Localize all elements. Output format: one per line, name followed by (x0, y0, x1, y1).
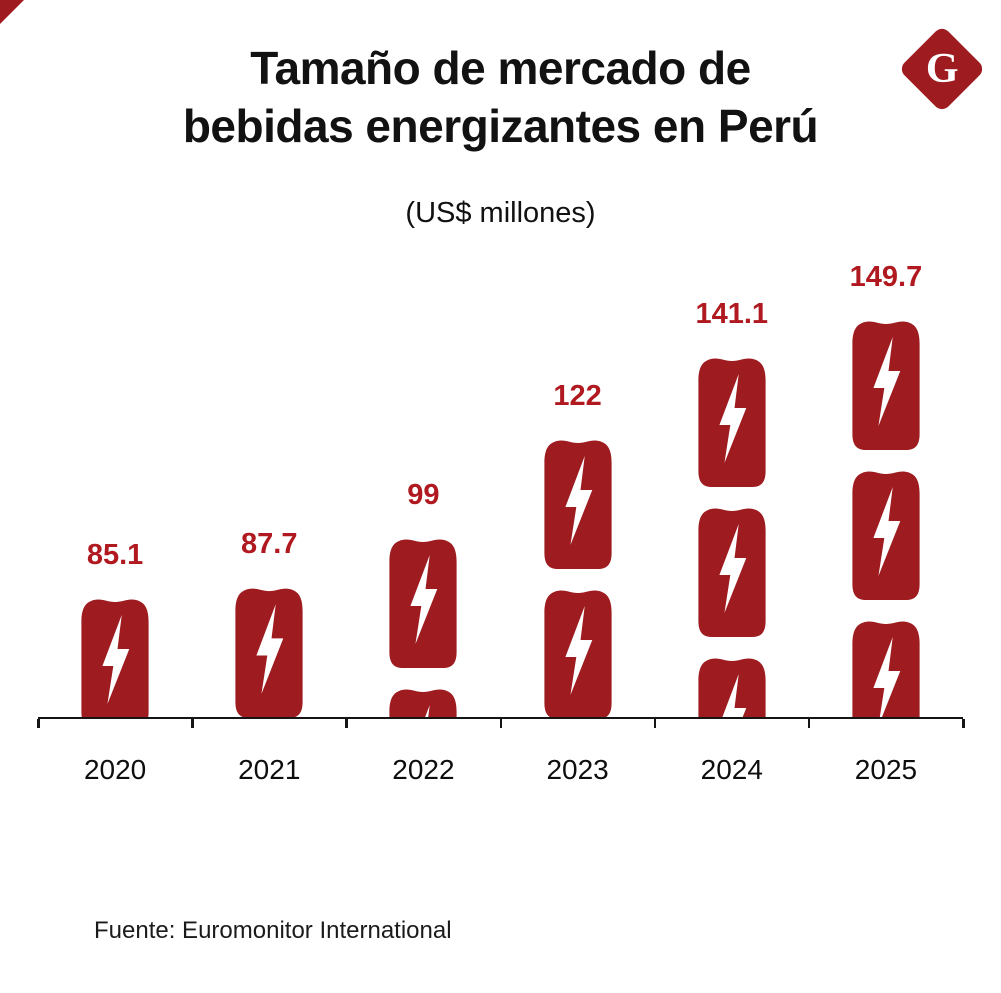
value-label: 141.1 (695, 298, 769, 330)
can-segment (381, 678, 465, 718)
energy-can-icon (235, 588, 303, 718)
axis-tick (962, 719, 965, 728)
page-title: Tamaño de mercado de bebidas energizante… (60, 40, 941, 156)
energy-can-icon (543, 440, 612, 569)
can-segment (73, 588, 157, 718)
can-stack (844, 310, 928, 718)
can-segment (227, 577, 311, 718)
energy-can-icon (389, 689, 458, 718)
bar-column-2022: 99 (346, 240, 500, 718)
can-segment (536, 579, 620, 718)
energy-can-icon (698, 358, 766, 487)
title-line-1: Tamaño de mercado de (250, 42, 751, 94)
title-line-2: bebidas energizantes en Perú (182, 99, 819, 152)
axis-tick (653, 719, 657, 728)
energy-can-icon (852, 621, 920, 718)
axis-tick (37, 719, 40, 728)
year-label: 2021 (238, 754, 301, 785)
value-label: 99 (407, 479, 440, 511)
can-segment (536, 429, 620, 569)
year-label: 2022 (392, 754, 455, 785)
bar-column-2025: 149.7 (809, 240, 963, 718)
axis-tick (191, 719, 194, 728)
can-stack (690, 347, 774, 718)
energy-can-icon (81, 599, 149, 718)
year-label: 2023 (546, 754, 609, 785)
chart-subtitle: (US$ millones) (405, 197, 596, 229)
value-label: 149.7 (849, 261, 923, 293)
can-segment (844, 460, 928, 600)
energy-can-icon (698, 658, 766, 718)
can-segment (690, 347, 774, 487)
energy-can-icon (698, 508, 766, 637)
year-label: 2024 (700, 754, 763, 785)
can-segment (381, 528, 465, 668)
red-corner-mark (0, 0, 24, 24)
value-label: 85.1 (86, 539, 144, 571)
axis-tick (345, 719, 348, 728)
x-axis-labels: 2020 2021 2022 2023 2024 2025 (38, 754, 963, 786)
source-note: Fuente: Euromonitor International (94, 917, 452, 944)
value-label: 87.7 (241, 528, 298, 560)
axis-tick (807, 719, 811, 728)
energy-can-icon (852, 471, 920, 600)
can-stack (73, 588, 157, 718)
x-axis (37, 717, 965, 728)
value-label: 122 (553, 380, 602, 412)
year-label: 2020 (83, 754, 147, 785)
bar-column-2024: 141.1 (655, 240, 809, 718)
bar-column-2020: 85.1 (38, 240, 192, 718)
can-segment (844, 610, 928, 718)
energy-can-icon (389, 539, 458, 668)
energy-can-icon (543, 590, 612, 718)
can-stack (381, 528, 465, 718)
can-stack (227, 577, 311, 718)
bar-column-2023: 122 (501, 240, 655, 718)
year-label: 2025 (854, 754, 918, 785)
chart-plot-area: 85.1 87.7 99 122 141.1 149.7 (38, 240, 963, 718)
can-segment (844, 310, 928, 450)
axis-tick (499, 719, 502, 728)
can-stack (536, 429, 620, 718)
can-segment (690, 647, 774, 718)
can-segment (690, 497, 774, 637)
bar-column-2021: 87.7 (192, 240, 346, 718)
energy-can-icon (852, 321, 920, 450)
